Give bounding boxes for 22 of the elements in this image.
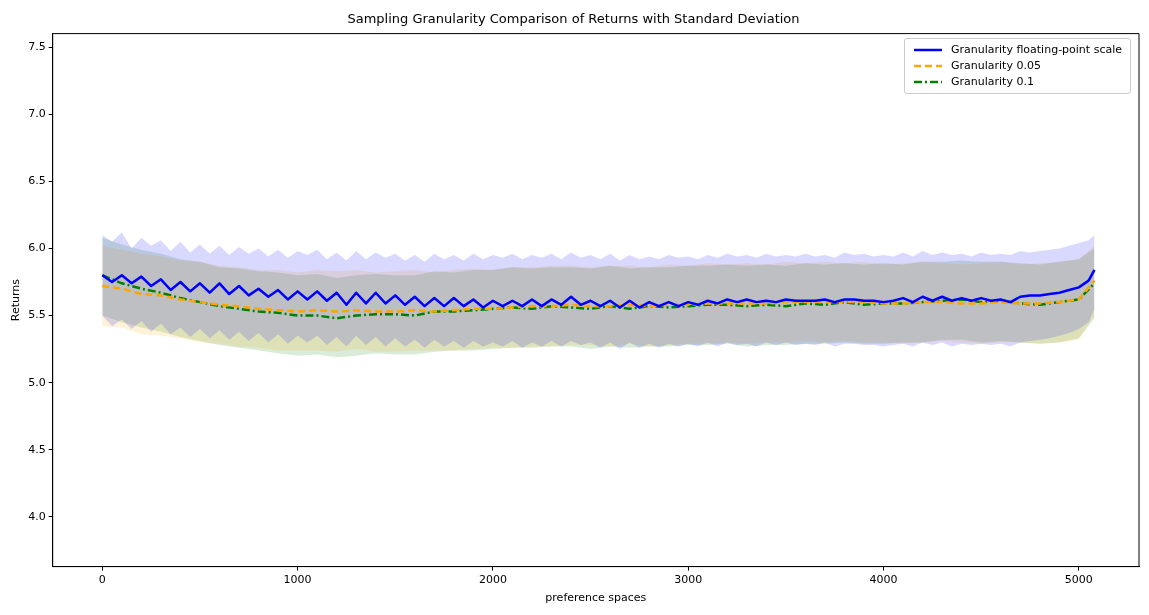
x-axis-title: preference spaces xyxy=(545,591,647,605)
x-tick-label: 4000 xyxy=(869,573,898,587)
x-tick-label: 1000 xyxy=(283,573,312,587)
y-tick-label: 4.0 xyxy=(28,509,46,523)
y-tick-label: 6.0 xyxy=(28,241,46,255)
x-tick-label: 3000 xyxy=(674,573,703,587)
y-axis-title: Returns xyxy=(9,278,23,322)
y-tick-label: 4.5 xyxy=(28,442,46,456)
y-tick-label: 6.5 xyxy=(28,174,46,188)
y-tick-label: 5.5 xyxy=(28,308,46,322)
y-tick-label: 5.0 xyxy=(28,375,46,389)
y-tick-label: 7.5 xyxy=(28,39,46,53)
x-tick-label: 2000 xyxy=(478,573,507,587)
x-tick-label: 0 xyxy=(98,573,106,587)
x-tick-label: 5000 xyxy=(1064,573,1093,587)
legend-label: Granularity floating-point scale xyxy=(950,42,1122,58)
y-tick-label: 7.0 xyxy=(28,107,46,121)
line-series xyxy=(101,279,1096,313)
chart-title: Sampling Granularity Comparison of Returns with Standard Deviation xyxy=(347,11,800,27)
line-series xyxy=(101,274,1096,320)
legend-label: Granularity 0.05 xyxy=(950,58,1041,74)
legend-label: Granularity 0.1 xyxy=(950,74,1034,90)
